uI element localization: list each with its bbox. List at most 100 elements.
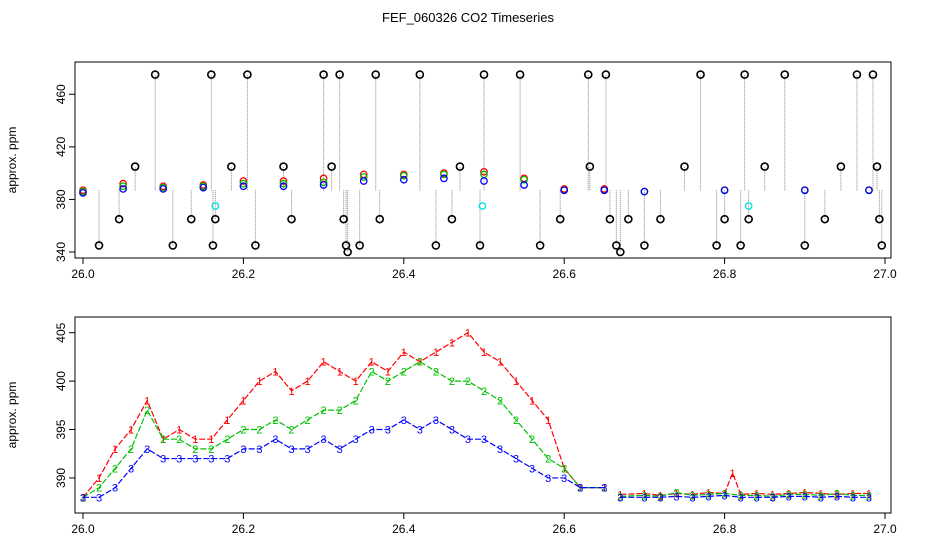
data-point-2	[560, 186, 569, 195]
data-point-0	[480, 167, 488, 176]
data-point-1	[239, 179, 248, 188]
series-marker-4: 2	[866, 490, 872, 502]
x-tick-label: 26.2	[232, 267, 256, 281]
data-point-4	[820, 214, 830, 224]
data-point-4	[355, 241, 364, 250]
series-marker-1: 2	[256, 425, 262, 437]
y-tick-label: 340	[54, 242, 68, 262]
data-point-4	[431, 241, 441, 250]
series-marker-5: 3	[754, 492, 760, 504]
series-marker-0: 1	[481, 347, 487, 359]
series-marker-0: 1	[601, 483, 607, 495]
series-marker-2: 3	[497, 444, 503, 456]
data-point-1	[520, 175, 528, 184]
series-marker-3: 1	[754, 488, 760, 500]
data-point-1	[319, 178, 328, 187]
data-point-2	[359, 177, 368, 185]
series-marker-3: 1	[850, 488, 856, 500]
series-marker-1: 2	[433, 366, 439, 378]
x-tick-label: 26.0	[71, 522, 95, 536]
series-marker-0: 1	[529, 395, 535, 407]
data-point-4	[780, 70, 790, 79]
plot-frame	[74, 316, 892, 514]
data-point-4	[168, 241, 178, 250]
series-marker-0: 1	[128, 425, 134, 437]
x-tick-label: 26.4	[392, 522, 416, 536]
series-marker-1: 2	[353, 395, 359, 407]
series-marker-1: 2	[337, 405, 343, 417]
data-point-4	[744, 214, 753, 224]
series-marker-3: 1	[617, 489, 623, 501]
series-marker-2: 3	[256, 444, 262, 456]
data-point-4	[279, 162, 288, 171]
series-marker-0: 1	[369, 357, 375, 369]
data-point-4	[736, 241, 745, 250]
plot-frame	[74, 61, 892, 259]
series-marker-0: 1	[224, 415, 230, 427]
series-marker-1: 2	[577, 483, 583, 495]
series-marker-1: 2	[192, 444, 198, 456]
series-marker-0: 1	[449, 337, 455, 349]
series-marker-4: 2	[818, 490, 824, 502]
x-tick-label: 26.6	[553, 267, 577, 281]
series-marker-1: 2	[128, 444, 134, 456]
series-marker-0: 1	[192, 434, 198, 446]
series-marker-3: 1	[673, 488, 679, 500]
series-marker-1: 2	[401, 366, 407, 378]
data-point-4	[712, 241, 721, 250]
series-marker-0: 1	[401, 347, 407, 359]
figure-title: FEF_060326 CO2 Timeseries	[382, 10, 554, 25]
series-marker-0: 1	[321, 357, 327, 369]
series-marker-5: 3	[722, 490, 728, 502]
series-marker-2: 3	[601, 483, 607, 495]
data-point-0	[279, 177, 288, 185]
y-tick-label: 460	[54, 84, 68, 104]
data-point-1	[359, 173, 368, 181]
data-point-4	[535, 241, 545, 250]
series-marker-2: 3	[224, 454, 230, 466]
series-marker-5: 3	[673, 491, 679, 503]
data-point-3	[744, 202, 753, 210]
series-marker-0: 1	[208, 434, 214, 446]
series-marker-1: 2	[144, 405, 150, 417]
series-marker-3: 1	[705, 487, 711, 499]
series-marker-2: 3	[449, 425, 455, 437]
series-marker-0: 1	[545, 415, 551, 427]
data-point-2	[600, 186, 609, 195]
x-tick-label: 26.8	[713, 522, 737, 536]
data-point-4	[877, 241, 887, 250]
series-marker-0: 1	[497, 357, 503, 369]
series-marker-4: 2	[754, 490, 760, 502]
series-marker-4: 2	[705, 489, 711, 501]
series-marker-3: 1	[834, 489, 840, 501]
series-marker-2: 3	[160, 454, 166, 466]
data-point-2	[720, 186, 729, 195]
data-point-0	[119, 179, 127, 188]
data-point-1	[399, 171, 408, 180]
series-marker-2: 3	[561, 473, 567, 485]
series-marker-1: 2	[208, 444, 214, 456]
data-point-3	[211, 202, 220, 210]
data-point-4	[800, 241, 810, 250]
data-point-4	[696, 70, 705, 79]
data-point-2	[640, 187, 649, 196]
y-axis-label: approx. ppm	[5, 382, 19, 449]
data-point-2	[279, 182, 288, 191]
series-line-0	[82, 331, 605, 498]
series-marker-0: 1	[256, 376, 262, 388]
series-marker-5: 3	[818, 492, 824, 504]
data-point-4	[605, 214, 615, 224]
series-marker-1: 2	[545, 454, 551, 466]
data-point-4	[720, 214, 729, 224]
data-point-2	[800, 186, 809, 195]
series-marker-1: 2	[369, 366, 375, 378]
data-point-4	[207, 70, 216, 79]
data-point-4	[208, 241, 218, 250]
series-marker-2: 3	[80, 492, 86, 504]
series-marker-4: 2	[786, 489, 792, 501]
data-point-4	[555, 214, 565, 224]
series-marker-2: 3	[96, 492, 102, 504]
series-marker-5: 3	[866, 492, 872, 504]
